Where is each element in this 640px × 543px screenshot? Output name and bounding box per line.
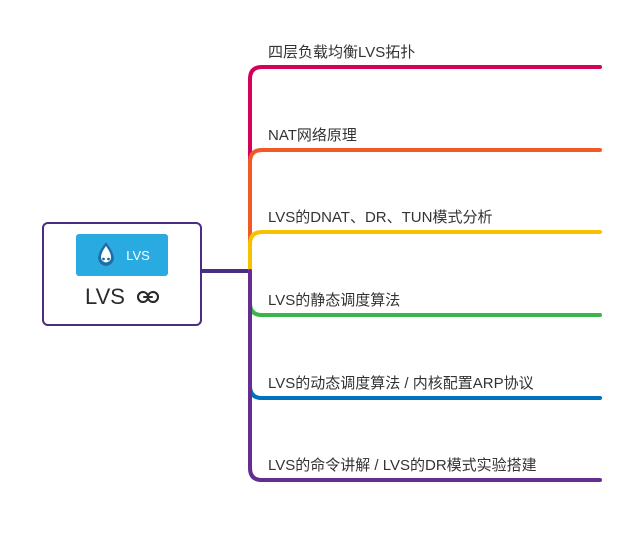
branch-node[interactable]: LVS的命令讲解 / LVS的DR模式实验搭建 [268,454,537,475]
branch-node[interactable]: LVS的DNAT、DR、TUN模式分析 [268,206,492,227]
branch-label: LVS的动态调度算法 / 内核配置ARP协议 [268,375,534,392]
branch-node[interactable]: LVS的动态调度算法 / 内核配置ARP协议 [268,372,534,393]
root-node[interactable]: LVS LVS [42,222,202,326]
branch-label: LVS的静态调度算法 [268,292,400,309]
root-title: LVS [85,284,125,310]
link-icon[interactable] [137,289,159,305]
branch-label: 四层负载均衡LVS拓扑 [268,44,415,61]
branch-label: LVS的DNAT、DR、TUN模式分析 [268,209,492,226]
root-logo-badge: LVS [76,234,168,276]
branch-node[interactable]: 四层负载均衡LVS拓扑 [268,41,415,62]
branch-connector [250,232,600,271]
branch-label: NAT网络原理 [268,127,357,144]
root-title-row: LVS [54,284,190,310]
branch-node[interactable]: LVS的静态调度算法 [268,289,400,310]
root-logo-label: LVS [126,248,150,263]
branch-label: LVS的命令讲解 / LVS的DR模式实验搭建 [268,457,537,474]
branch-connector [250,67,600,271]
branch-node[interactable]: NAT网络原理 [268,124,357,145]
drupal-drop-icon [94,241,118,269]
mindmap-stage: LVS LVS 四层负载均衡LVS拓扑 NAT网络原理 LVS的DNAT、DR、TU… [0,0,640,543]
